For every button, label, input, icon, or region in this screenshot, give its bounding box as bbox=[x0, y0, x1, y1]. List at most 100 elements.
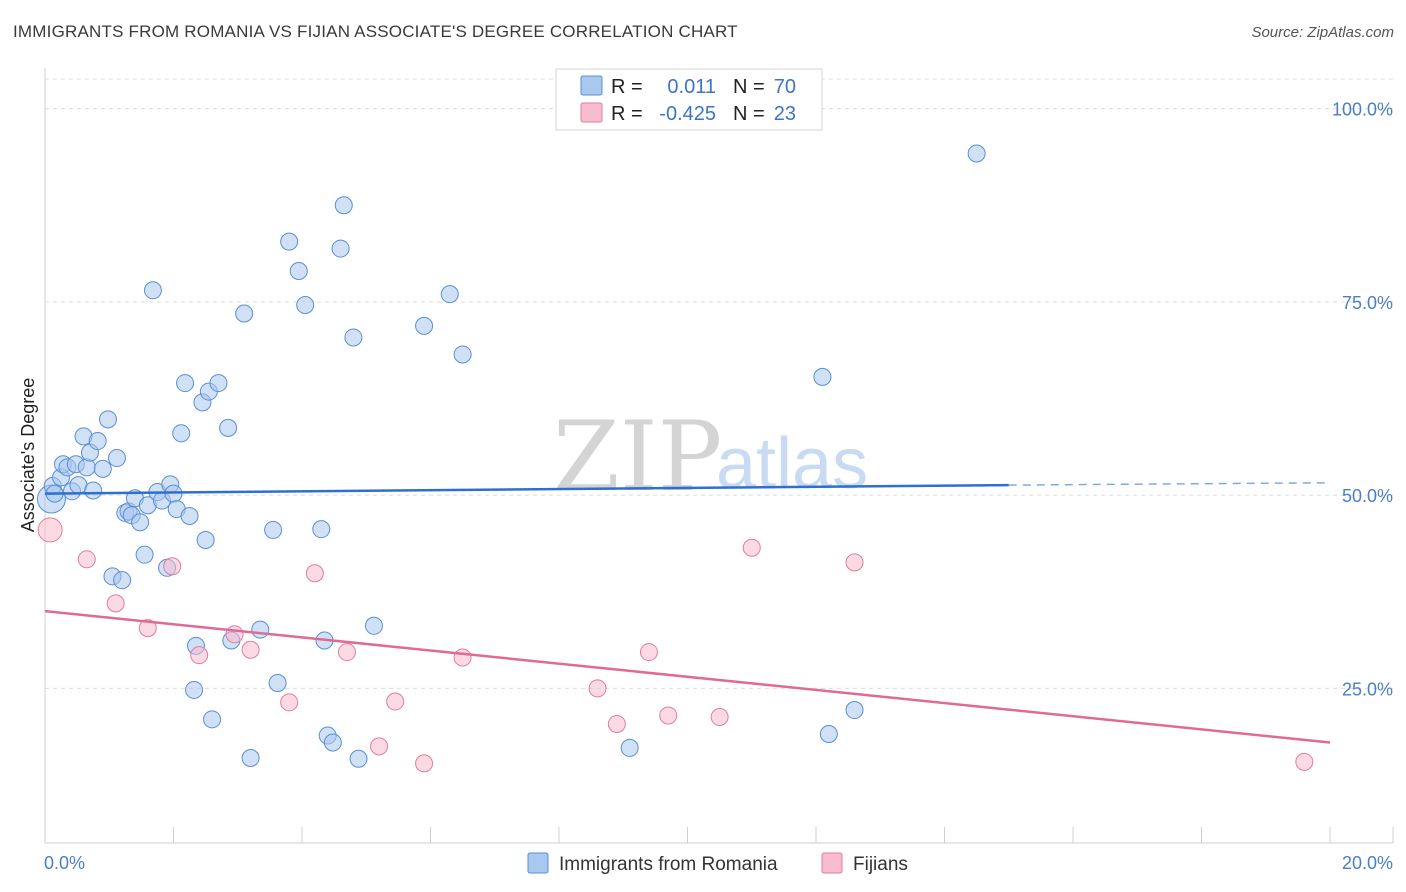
romania-point bbox=[131, 513, 150, 532]
romania-point bbox=[453, 345, 472, 364]
bottom-legend: Immigrants from Romania Fijians bbox=[527, 852, 908, 875]
fijian-point bbox=[415, 754, 434, 773]
legend-n-label: N = bbox=[733, 103, 765, 125]
fijian-point bbox=[845, 553, 864, 572]
romania-point bbox=[331, 239, 350, 258]
romania-point bbox=[845, 701, 864, 720]
romania-point bbox=[209, 374, 228, 393]
romania-point bbox=[334, 196, 353, 215]
romania-point bbox=[93, 459, 112, 478]
romania-point bbox=[84, 481, 103, 500]
bottom-legend-label-fijian: Fijians bbox=[853, 854, 908, 875]
romania-point bbox=[819, 725, 838, 744]
y-tick-label: 75.0% bbox=[1342, 293, 1393, 313]
romania-point bbox=[176, 374, 195, 393]
fijian-point bbox=[280, 693, 299, 712]
data-points bbox=[36, 144, 1314, 773]
x-tick-label: 20.0% bbox=[1342, 853, 1393, 873]
source-label: Source: ZipAtlas.com bbox=[1251, 24, 1394, 41]
fijian-point bbox=[225, 625, 244, 644]
x-tick-label: 0.0% bbox=[44, 853, 85, 873]
romania-point bbox=[349, 749, 368, 768]
romania-point bbox=[185, 680, 204, 699]
romania-point bbox=[268, 673, 287, 692]
fijian-point bbox=[607, 714, 626, 733]
romania-point bbox=[620, 738, 639, 757]
fijian-point bbox=[386, 692, 405, 711]
romania-point bbox=[219, 418, 238, 437]
romania-point bbox=[813, 367, 832, 386]
romania-point bbox=[251, 620, 270, 639]
legend-r-value: -0.425 bbox=[659, 103, 716, 125]
romania-point bbox=[289, 261, 308, 280]
y-tick-label: 25.0% bbox=[1342, 679, 1393, 699]
romania-point bbox=[415, 316, 434, 335]
trend-lines bbox=[44, 482, 1331, 744]
watermark-atlas: atlas bbox=[716, 424, 868, 504]
grid bbox=[45, 78, 1393, 689]
bottom-legend-swatch-romania bbox=[527, 852, 549, 874]
romania-point bbox=[323, 733, 342, 752]
bottom-legend-swatch-fijian bbox=[821, 852, 843, 874]
romania-point bbox=[280, 232, 299, 251]
romania-point bbox=[107, 449, 126, 468]
romania-point bbox=[143, 281, 162, 300]
romania-point bbox=[967, 144, 986, 163]
romania-point bbox=[312, 520, 331, 539]
fijian-point bbox=[37, 517, 63, 543]
fijian-point bbox=[742, 538, 761, 557]
stats-legend: R = 0.011 N = 70 R = -0.425 N = 23 bbox=[555, 68, 823, 131]
romania-point bbox=[135, 545, 154, 564]
romania-point bbox=[113, 571, 132, 590]
fijian-point bbox=[138, 619, 157, 638]
legend-swatch-fijian bbox=[580, 102, 603, 123]
tick-labels: 100.0% 75.0% 50.0% 25.0% 0.0% 20.0% bbox=[44, 100, 1393, 873]
romania-trend-line bbox=[44, 483, 1009, 495]
romania-trend-extension bbox=[1008, 482, 1331, 486]
fijian-point bbox=[1295, 752, 1314, 771]
romania-point bbox=[241, 748, 260, 767]
legend-n-value: 23 bbox=[774, 103, 796, 125]
fijian-point bbox=[241, 640, 260, 659]
legend-swatch-romania bbox=[580, 75, 603, 96]
fijian-point bbox=[639, 643, 658, 662]
fijian-point bbox=[305, 564, 324, 583]
y-tick-label: 50.0% bbox=[1342, 486, 1393, 506]
legend-r-label: R = bbox=[611, 103, 643, 125]
romania-point bbox=[77, 458, 96, 477]
legend-n-label: N = bbox=[733, 76, 765, 98]
fijian-point bbox=[659, 706, 678, 725]
romania-point bbox=[196, 530, 215, 549]
watermark: ZIP atlas bbox=[553, 401, 868, 513]
romania-point bbox=[98, 410, 117, 429]
romania-point bbox=[440, 285, 459, 304]
romania-point bbox=[180, 507, 199, 526]
romania-point bbox=[235, 304, 254, 323]
axes bbox=[44, 68, 1394, 844]
y-axis-title: Associate's Degree bbox=[18, 378, 38, 533]
fijian-point bbox=[163, 557, 182, 576]
romania-point bbox=[88, 432, 107, 451]
fijian-point bbox=[190, 646, 209, 665]
chart-title: IMMIGRANTS FROM ROMANIA VS FIJIAN ASSOCI… bbox=[13, 22, 738, 41]
fijian-point bbox=[710, 708, 729, 727]
y-tick-label: 100.0% bbox=[1332, 100, 1393, 120]
romania-point bbox=[264, 520, 283, 539]
romania-point bbox=[296, 295, 315, 314]
legend-r-label: R = bbox=[611, 76, 643, 98]
legend-r-value: 0.011 bbox=[667, 76, 716, 98]
bottom-legend-label-romania: Immigrants from Romania bbox=[559, 854, 778, 875]
romania-point bbox=[364, 616, 383, 635]
romania-point bbox=[203, 710, 222, 729]
fijian-point bbox=[453, 648, 472, 667]
fijian-point bbox=[337, 643, 356, 662]
legend-n-value: 70 bbox=[774, 76, 796, 98]
romania-point bbox=[172, 424, 191, 443]
fijian-point bbox=[106, 594, 125, 613]
fijian-trend-line bbox=[44, 609, 1331, 744]
fijian-point bbox=[588, 679, 607, 698]
watermark-zip: ZIP bbox=[553, 401, 722, 513]
fijian-point bbox=[370, 737, 389, 756]
fijian-point bbox=[77, 550, 96, 569]
